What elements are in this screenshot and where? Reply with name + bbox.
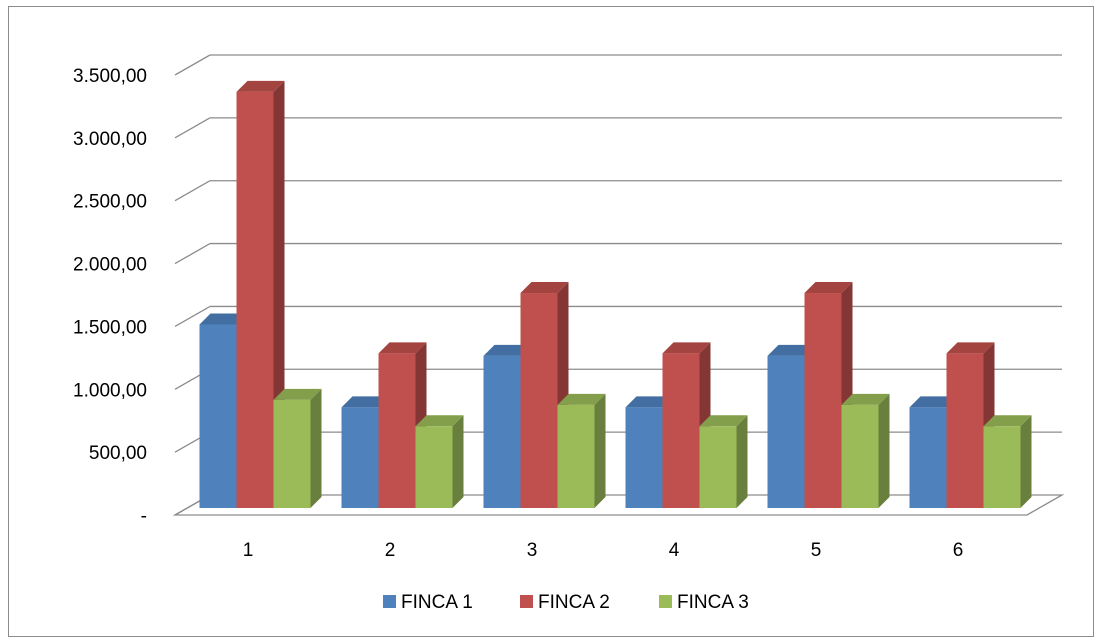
y-tick-label: 2.500,00 [73, 192, 147, 213]
bar-front [483, 355, 521, 508]
legend-label: FINCA 1 [401, 592, 473, 613]
bar-front [699, 426, 737, 508]
x-tick-label: 3 [527, 540, 538, 561]
bar-side [736, 415, 748, 508]
y-tick-label: 3.000,00 [73, 129, 147, 150]
legend-swatch [520, 595, 533, 608]
bar [699, 415, 748, 508]
legend-item: FINCA 3 [659, 592, 749, 613]
bar-side [878, 393, 890, 508]
bar-front [625, 407, 663, 508]
bar-top [557, 393, 606, 405]
bar-front [199, 324, 237, 508]
y-tick-label: 1.000,00 [73, 380, 147, 401]
legend: FINCA 1 FINCA 2 FINCA 3 [383, 592, 749, 613]
x-tick-label: 1 [243, 540, 254, 561]
bar-top [483, 344, 532, 356]
bar-front [378, 353, 416, 508]
bar [804, 282, 853, 508]
x-tick-label: 2 [385, 540, 396, 561]
bar [415, 415, 464, 508]
y-tick-label: 1.500,00 [73, 317, 147, 338]
bar-top [520, 282, 569, 294]
bar-front [909, 407, 947, 508]
bars [199, 80, 1032, 508]
legend-item: FINCA 1 [383, 592, 473, 613]
bar-top [909, 396, 958, 408]
bar [983, 415, 1032, 508]
x-tick-label: 5 [811, 540, 822, 561]
bar-side [310, 388, 322, 508]
legend-item: FINCA 2 [520, 592, 610, 613]
legend-swatch [659, 595, 672, 608]
wall-edge [174, 54, 211, 76]
y-tick-label: 3.500,00 [73, 66, 147, 87]
bar-front [804, 293, 842, 508]
bar-top [662, 342, 711, 354]
bar-top [804, 282, 853, 294]
wall-edge [174, 180, 211, 202]
bar-front [946, 353, 984, 508]
bar-top [946, 342, 995, 354]
bar-front [520, 293, 558, 508]
bar-front [767, 355, 805, 508]
bar [946, 342, 995, 508]
bar [236, 80, 285, 508]
bar-top [378, 342, 427, 354]
bar-top [625, 396, 674, 408]
bar-front [841, 404, 879, 508]
bar-side [1020, 415, 1032, 508]
bar-side [594, 393, 606, 508]
y-axis-tick-labels: - 500,00 1.000,00 1.500,00 2.000,00 2.500,00 3… [73, 66, 147, 527]
bar [841, 393, 890, 508]
wall-edge [174, 117, 211, 139]
floor [172, 494, 1065, 516]
legend-label: FINCA 3 [677, 592, 749, 613]
bar-top [415, 415, 464, 427]
bar-front [341, 407, 379, 508]
wall-edge [174, 243, 211, 265]
bar [557, 393, 606, 508]
bar-top [341, 396, 390, 408]
x-tick-label: 4 [669, 540, 680, 561]
bar-top [983, 415, 1032, 427]
y-tick-label: 500,00 [89, 443, 147, 464]
y-tick-label: 2.000,00 [73, 255, 147, 276]
bar-front [415, 426, 453, 508]
bar-front [273, 399, 311, 508]
bar [273, 388, 322, 508]
bar-top [699, 415, 748, 427]
bar-top [273, 388, 322, 400]
bar-top [199, 313, 248, 325]
bar-front [557, 404, 595, 508]
bar-side [452, 415, 464, 508]
x-tick-label: 6 [953, 540, 964, 561]
wall-edge [174, 305, 211, 327]
bar-top [236, 80, 285, 92]
y-tick-label: - [141, 506, 147, 527]
x-axis-tick-labels: 1 2 3 4 5 6 [243, 540, 964, 561]
bar-top [841, 393, 890, 405]
legend-label: FINCA 2 [538, 592, 610, 613]
bar-top [767, 344, 816, 356]
legend-swatch [383, 595, 396, 608]
bar-front [236, 91, 274, 508]
bar-front [662, 353, 700, 508]
bar-front [983, 426, 1021, 508]
